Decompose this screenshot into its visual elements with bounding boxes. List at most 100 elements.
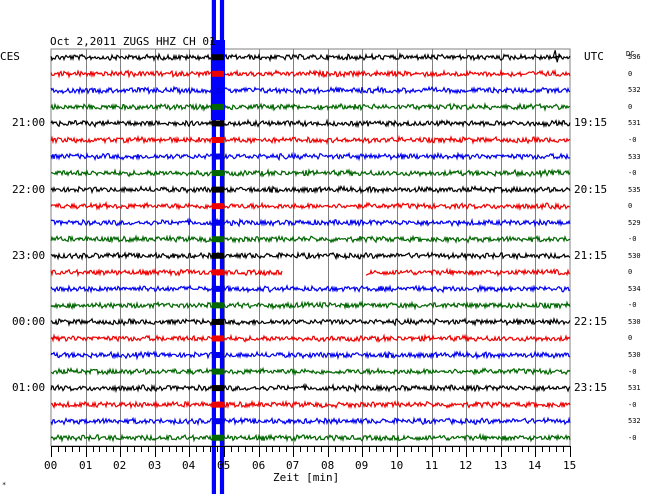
left-time-label: 21:00 [12, 116, 46, 129]
trace-row [50, 267, 571, 278]
event-row-fill [211, 120, 224, 127]
left-time-label: 23:00 [12, 249, 46, 262]
event-row-fill [211, 269, 224, 276]
dc-offset-label: -0 [628, 136, 637, 144]
right-time-label: 20:15 [574, 183, 608, 196]
trace-row [50, 366, 571, 377]
dc-offset-label: 529 [628, 219, 641, 227]
event-row-fill [211, 335, 224, 342]
x-tick-label: 06 [252, 459, 266, 472]
trace-row [50, 432, 571, 443]
dc-offset-label: 0 [628, 334, 633, 342]
footer-mark: * [2, 481, 7, 489]
trace-row [50, 250, 571, 262]
trace-row [50, 68, 571, 79]
trace-row [50, 234, 571, 244]
trace-row [50, 85, 571, 96]
right-time-label: 21:15 [574, 249, 608, 262]
chart-title: Oct 2,2011 ZUGS HHZ CH 01 [50, 35, 216, 48]
trace-row [50, 350, 571, 361]
trace-row [50, 151, 571, 162]
dc-offset-label: 530 [628, 252, 641, 260]
dc-offset-label: 0 [628, 202, 633, 210]
dc-offset-label: -0 [628, 169, 637, 177]
right-timezone-label: UTC [584, 50, 604, 63]
dc-offset-label: 0 [628, 70, 633, 78]
event-row-fill [211, 136, 224, 143]
dc-offset-label: -0 [628, 301, 637, 309]
left-time-label: 00:00 [12, 315, 46, 328]
dc-offset-label: 530 [628, 351, 641, 359]
trace-row [51, 167, 571, 179]
seismic-traces [50, 50, 571, 443]
x-tick-label: 00 [44, 459, 58, 472]
x-tick-label: 07 [286, 459, 300, 472]
trace-row [50, 217, 571, 228]
event-row-fill [211, 186, 224, 193]
event-row-fill [211, 87, 224, 94]
dc-offset-label: 535 [628, 186, 641, 194]
dc-offset-label: 531 [628, 384, 641, 392]
x-tick-label: 03 [148, 459, 162, 472]
x-tick-label: 13 [494, 459, 508, 472]
trace-row [50, 317, 571, 327]
dc-offset-label: -0 [628, 434, 637, 442]
trace-row [50, 184, 571, 195]
trace-row [50, 283, 571, 294]
left-time-label: 22:00 [12, 183, 46, 196]
dc-offset-label: -0 [628, 235, 637, 243]
dc-offset-label: 532 [628, 417, 641, 425]
trace-row [50, 52, 571, 63]
event-row-fill [211, 103, 224, 110]
x-tick-label: 15 [563, 459, 577, 472]
x-tick-label: 14 [528, 459, 542, 472]
dc-offset-label: -0 [628, 368, 637, 376]
trace-row [50, 134, 571, 146]
x-tick-label: 09 [355, 459, 369, 472]
event-row-fill [211, 219, 224, 226]
trace-row [50, 300, 571, 311]
x-axis-title: Zeit [min] [273, 471, 340, 484]
x-tick-label: 12 [459, 459, 473, 472]
dc-offset-label: 531 [628, 119, 641, 127]
event-band [210, 0, 225, 494]
dc-offset-label: -0 [628, 401, 637, 409]
left-timezone-label: CES [0, 50, 20, 63]
event-row-fill [211, 285, 224, 292]
dc-header-label: DC [626, 50, 635, 58]
dc-offset-label: 530 [628, 318, 641, 326]
dc-offset-label: 536 [628, 53, 641, 61]
dc-offset-label: 0 [628, 268, 633, 276]
trace-row [50, 118, 571, 129]
trace-row [50, 382, 571, 394]
event-row-fill [211, 368, 224, 375]
event-row-fill [211, 352, 224, 359]
dc-offset-label: 0 [628, 103, 633, 111]
x-tick-label: 04 [182, 459, 196, 472]
event-row-fill [211, 302, 224, 309]
event-row-fill [211, 236, 224, 243]
trace-spike [552, 50, 562, 63]
right-time-label: 22:15 [574, 315, 608, 328]
x-tick-label: 05 [217, 459, 231, 472]
trace-row [50, 333, 571, 343]
trace-row [50, 101, 571, 112]
event-row-fill [211, 153, 224, 160]
x-axis [51, 446, 571, 457]
event-row-fill [211, 54, 224, 61]
x-tick-label: 08 [321, 459, 335, 472]
x-tick-label: 10 [390, 459, 404, 472]
trace-row [50, 200, 571, 212]
event-row-fill [211, 170, 224, 177]
trace-row [50, 416, 571, 427]
event-row-fill [211, 385, 224, 392]
right-time-label: 23:15 [574, 381, 608, 394]
x-tick-label: 11 [425, 459, 439, 472]
left-time-label: 01:00 [12, 381, 46, 394]
event-row-fill [211, 203, 224, 210]
event-row-fill [211, 401, 224, 408]
trace-row [50, 399, 571, 410]
event-row-fill [211, 434, 224, 441]
x-tick-label: 02 [113, 459, 127, 472]
